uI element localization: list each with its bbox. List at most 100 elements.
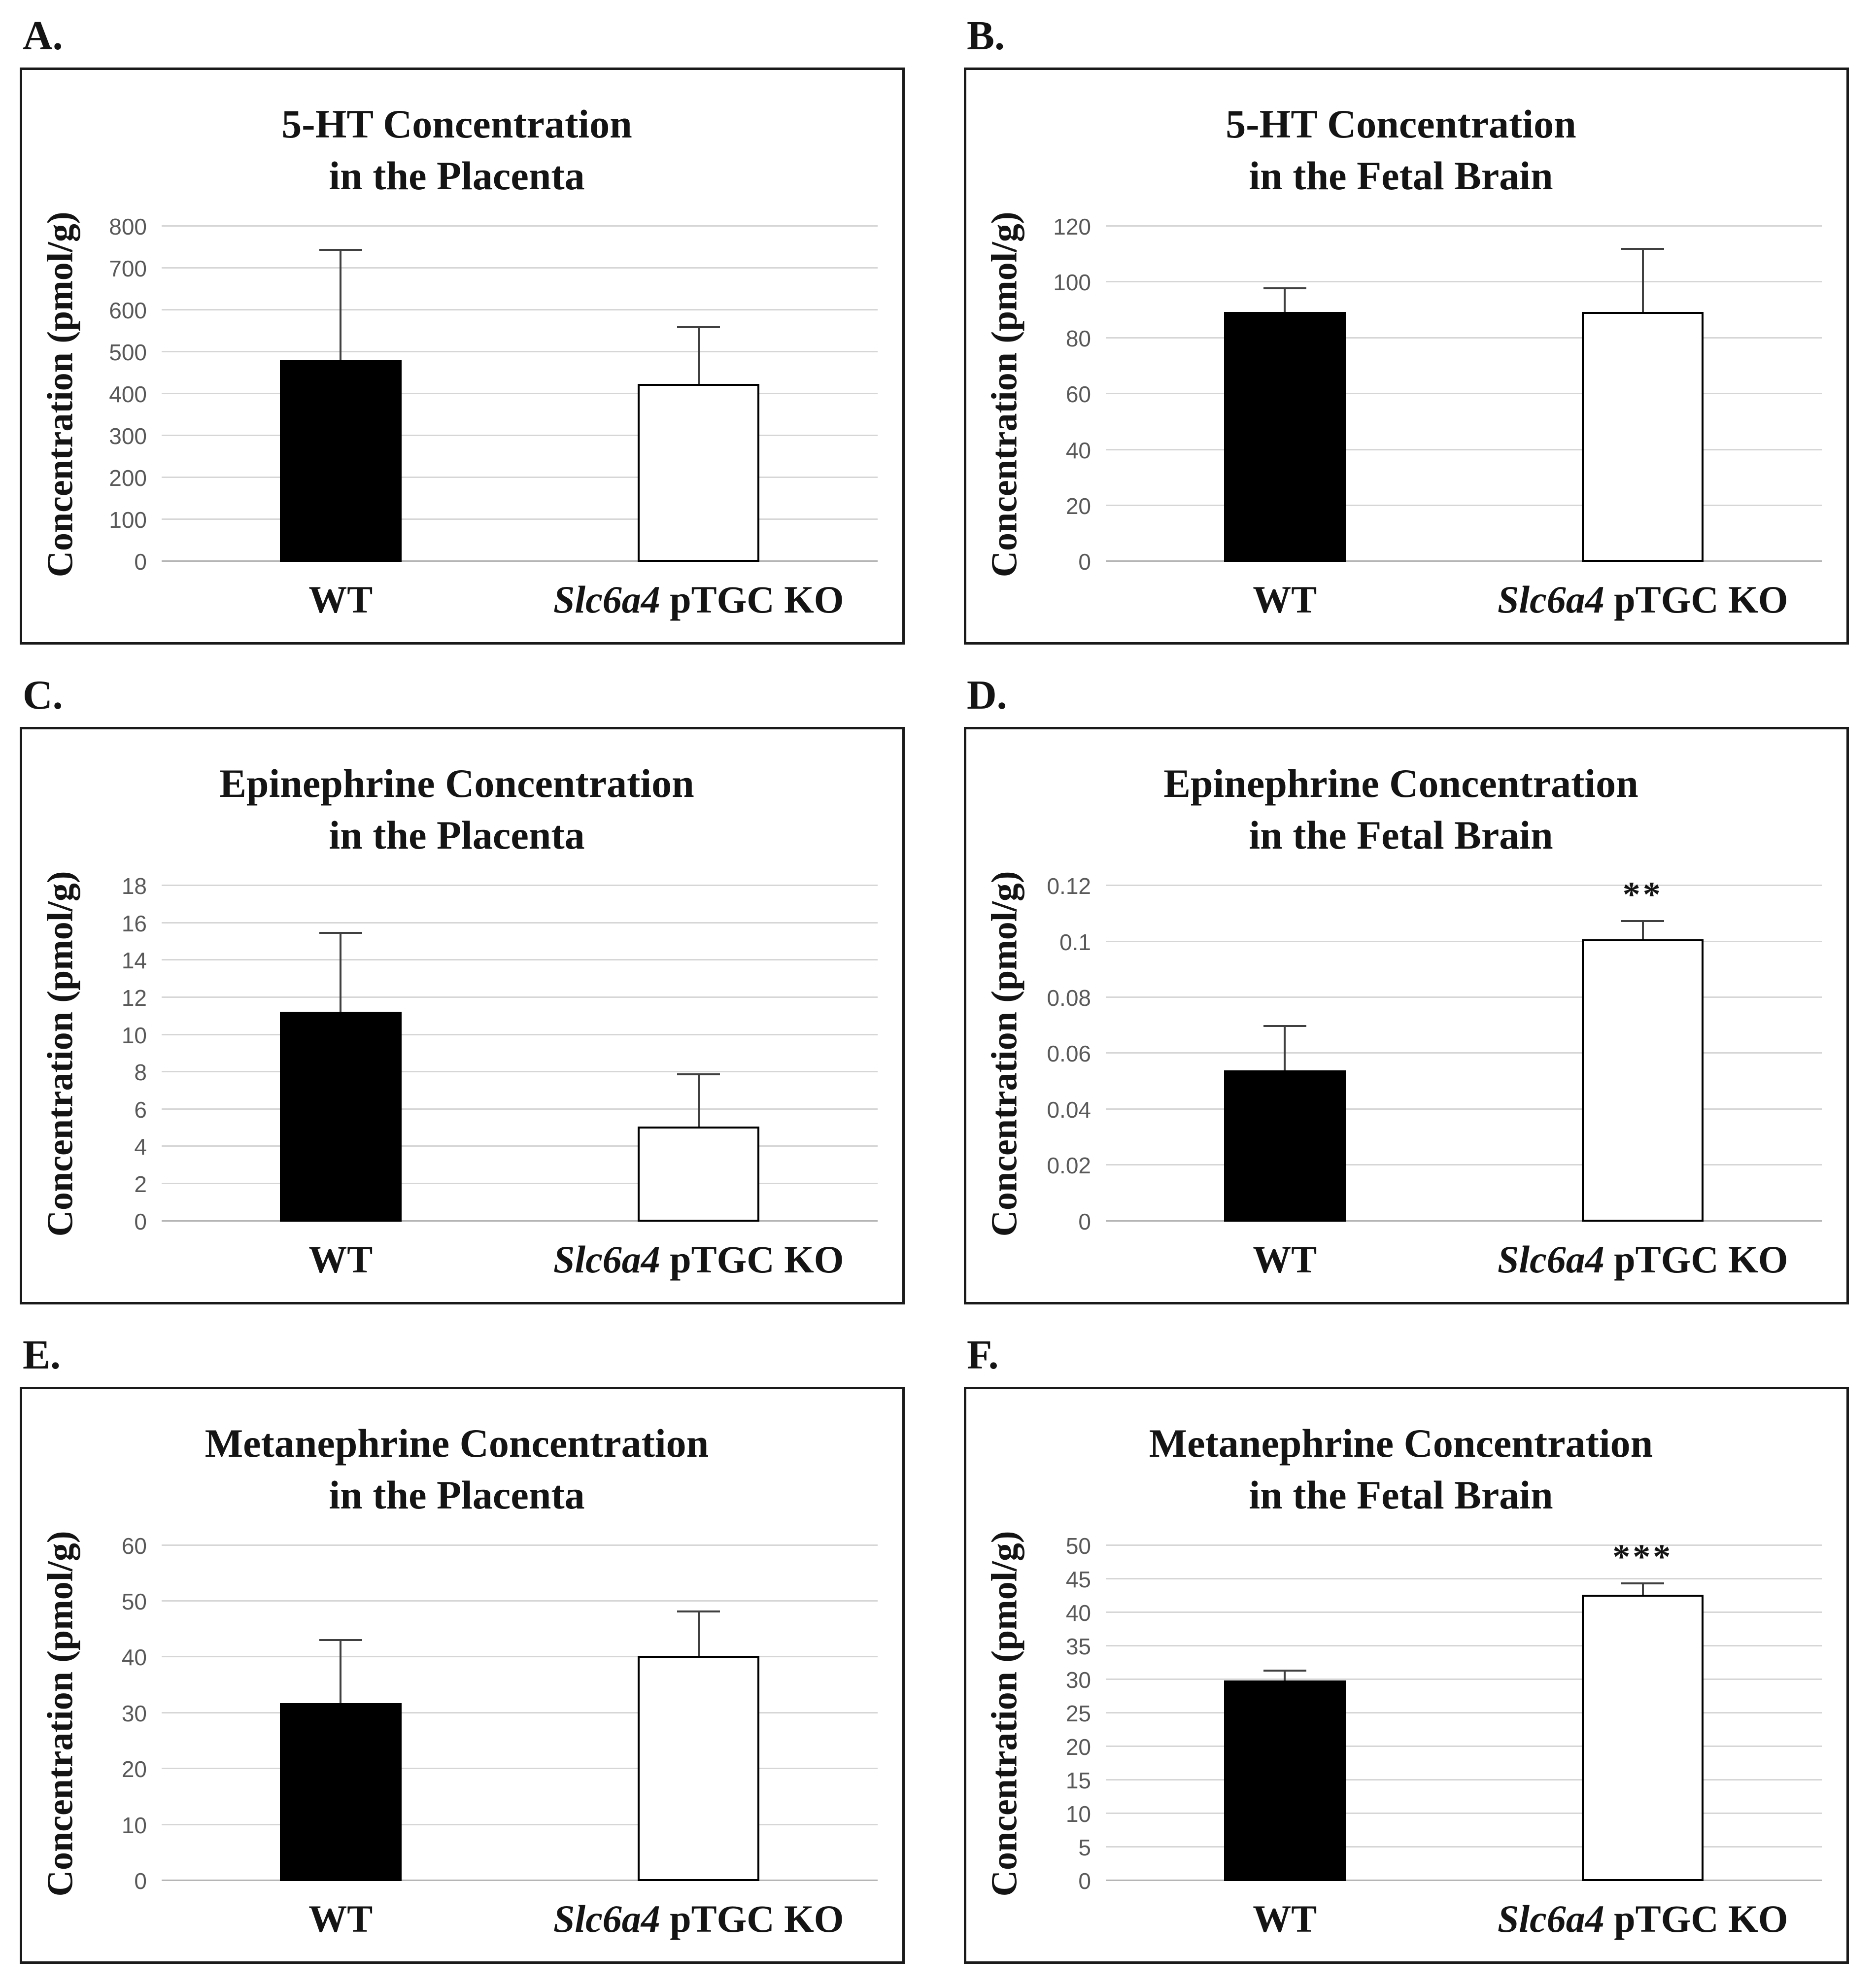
gridline bbox=[1106, 1812, 1822, 1814]
category-text: pTGC KO bbox=[1604, 578, 1788, 621]
chart-title-a: 5-HT Concentration in the Placenta bbox=[36, 99, 878, 202]
gridline bbox=[1106, 1108, 1822, 1110]
y-tick-label: 40 bbox=[121, 1644, 147, 1671]
y-tick-label: 800 bbox=[109, 213, 147, 240]
plot-area bbox=[1106, 225, 1822, 562]
y-axis-label: Concentration (pmol/g) bbox=[984, 871, 1025, 1237]
chart-box-b: 5-HT Concentration in the Fetal Brain Conc… bbox=[964, 68, 1849, 645]
panel-c: C. Epinephrine Concentration in the Placen… bbox=[20, 672, 905, 1304]
y-axis-ticks: 0 5 10 15 20 25 30 35 40 45 50 bbox=[1029, 1535, 1106, 1892]
gridline bbox=[1106, 1644, 1822, 1646]
chart-title-line: Epinephrine Concentration bbox=[219, 761, 694, 806]
y-axis-ticks: 0 2 4 6 8 10 12 14 16 18 bbox=[85, 875, 162, 1233]
chart-title-line: Metanephrine Concentration bbox=[205, 1420, 709, 1466]
plot-area bbox=[162, 225, 878, 562]
error-bar bbox=[340, 1640, 342, 1704]
y-tick-label: 20 bbox=[1065, 1734, 1091, 1760]
gridline bbox=[162, 1220, 878, 1222]
category-label-ko: Slc6a4 pTGC KO bbox=[1498, 578, 1788, 622]
y-tick-label: 60 bbox=[121, 1533, 147, 1559]
y-tick-label: 120 bbox=[1053, 213, 1091, 240]
panel-a: A. 5-HT Concentration in the Placenta Conce… bbox=[20, 12, 905, 645]
y-tick-label: 5 bbox=[1078, 1834, 1091, 1860]
bar-ko bbox=[638, 383, 760, 562]
chart-title-line: in the Fetal Brain bbox=[1249, 813, 1553, 858]
y-tick-label: 18 bbox=[121, 873, 147, 899]
y-tick-label: 30 bbox=[121, 1700, 147, 1726]
y-axis-label: Concentration (pmol/g) bbox=[40, 871, 81, 1237]
category-label-ko: Slc6a4 pTGC KO bbox=[1498, 1897, 1788, 1941]
category-label-ko: Slc6a4 pTGC KO bbox=[1498, 1237, 1788, 1282]
plot-area: ** bbox=[1106, 877, 1822, 1222]
chart-title-line: 5-HT Concentration bbox=[281, 102, 632, 146]
y-tick-label: 80 bbox=[1065, 325, 1091, 351]
bar-wt bbox=[279, 1012, 402, 1222]
chart-title-line: in the Fetal Brain bbox=[1249, 153, 1553, 198]
gridline bbox=[162, 1823, 878, 1825]
y-tick-label: 14 bbox=[121, 948, 147, 974]
x-axis-labels: WT Slc6a4 pTGC KO bbox=[162, 1227, 878, 1288]
gridline bbox=[1106, 225, 1822, 227]
gridline bbox=[1106, 1880, 1822, 1881]
y-tick-label: 15 bbox=[1065, 1767, 1091, 1793]
chart-area-b: Concentration (pmol/g) 0 20 40 60 80 100 120 bbox=[980, 211, 1822, 577]
chart-title-c: Epinephrine Concentration in the Placenta bbox=[36, 758, 878, 861]
chart-area-c: Concentration (pmol/g) 0 2 4 6 8 10 12 14 16 18 bbox=[36, 871, 878, 1237]
category-label-ko: Slc6a4 pTGC KO bbox=[553, 578, 844, 622]
error-bar bbox=[1284, 288, 1286, 312]
panel-f: F. Metanephrine Concentration in the Fetal… bbox=[964, 1332, 1849, 1964]
y-tick-label: 0.06 bbox=[1047, 1041, 1091, 1067]
significance-marker: *** bbox=[1612, 1537, 1673, 1576]
error-bar-cap bbox=[1263, 287, 1306, 289]
gridline bbox=[162, 1071, 878, 1073]
error-bar-cap bbox=[1621, 1582, 1665, 1584]
panel-d: D. Epinephrine Concentration in the Fetal … bbox=[964, 672, 1849, 1304]
error-bar-cap bbox=[1621, 920, 1665, 923]
gridline bbox=[1106, 1745, 1822, 1747]
category-text: pTGC KO bbox=[1604, 1237, 1788, 1281]
y-axis-label: Concentration (pmol/g) bbox=[40, 1530, 81, 1896]
y-tick-label: 4 bbox=[134, 1134, 147, 1160]
bar-wt bbox=[1224, 1070, 1346, 1222]
chart-title-line: in the Placenta bbox=[329, 153, 585, 198]
y-tick-label: 20 bbox=[121, 1756, 147, 1782]
gridline bbox=[1106, 393, 1822, 395]
error-bar bbox=[697, 1611, 700, 1656]
y-tick-label: 8 bbox=[134, 1060, 147, 1086]
gridline bbox=[162, 1768, 878, 1770]
gridline bbox=[1106, 940, 1822, 942]
category-label-wt: WT bbox=[308, 1237, 373, 1282]
gridline bbox=[1106, 1611, 1822, 1613]
panel-letter-a: A. bbox=[23, 13, 63, 59]
chart-title-line: Epinephrine Concentration bbox=[1163, 761, 1638, 806]
bar-ko bbox=[1582, 939, 1704, 1222]
gridline bbox=[162, 351, 878, 353]
bar-wt bbox=[1224, 311, 1346, 562]
chart-title-line: 5-HT Concentration bbox=[1226, 102, 1576, 146]
gridline bbox=[1106, 337, 1822, 339]
error-bar-cap bbox=[319, 248, 362, 251]
error-bar-cap bbox=[677, 1610, 720, 1613]
gridline bbox=[1106, 1712, 1822, 1713]
gridline bbox=[162, 996, 878, 998]
y-tick-label: 40 bbox=[1065, 1600, 1091, 1626]
chart-area-f: Concentration (pmol/g) 0 5 10 15 20 25 30 35 40 45… bbox=[980, 1531, 1822, 1896]
y-tick-label: 50 bbox=[1065, 1533, 1091, 1559]
y-tick-label: 100 bbox=[109, 507, 147, 533]
error-bar bbox=[1284, 1026, 1286, 1071]
category-label-wt: WT bbox=[1253, 1897, 1317, 1941]
plot-area bbox=[162, 1544, 878, 1881]
y-tick-label: 0 bbox=[134, 549, 147, 575]
gridline bbox=[1106, 1052, 1822, 1054]
category-text: WT bbox=[1253, 1237, 1317, 1281]
gridline bbox=[1106, 996, 1822, 998]
y-tick-label: 25 bbox=[1065, 1700, 1091, 1726]
error-bar-cap bbox=[1621, 248, 1665, 250]
y-tick-label: 45 bbox=[1065, 1566, 1091, 1592]
gridline bbox=[162, 477, 878, 479]
y-tick-label: 0 bbox=[1078, 1868, 1091, 1894]
gridline bbox=[1106, 1577, 1822, 1579]
category-text: WT bbox=[308, 578, 373, 621]
y-tick-label: 0.04 bbox=[1047, 1096, 1091, 1123]
